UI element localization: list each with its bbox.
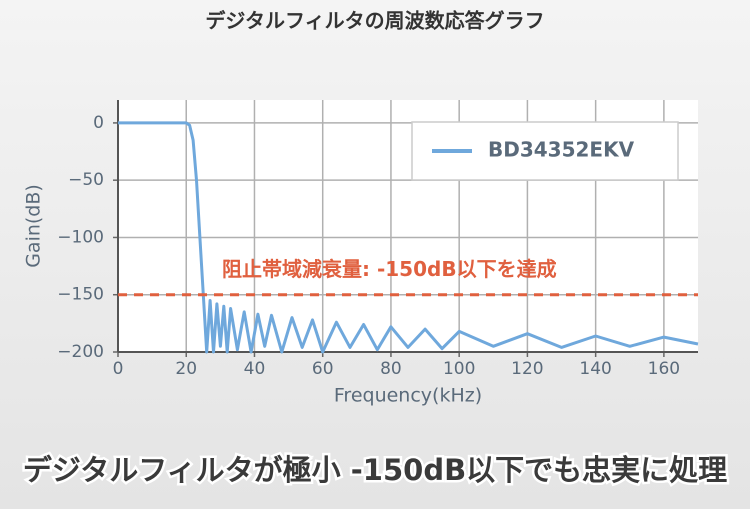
x-axis-label: Frequency(kHz) (334, 385, 482, 407)
y-tick-label: −150 (57, 285, 104, 305)
x-tick-label: 140 (579, 359, 611, 379)
x-tick-label: 0 (113, 359, 124, 379)
y-axis-label: Gain(dB) (23, 184, 45, 268)
y-tick-label: 0 (93, 113, 104, 133)
x-tick-label: 160 (648, 359, 680, 379)
threshold-label: 阻止帯域減衰量: -150dB以下を達成 (222, 257, 557, 281)
caption: デジタルフィルタが極小 -150dB以下でも忠実に処理 (23, 453, 727, 487)
chart-title: デジタルフィルタの周波数応答グラフ (205, 9, 544, 33)
x-tick-label: 40 (244, 359, 266, 379)
y-tick-label: −100 (57, 227, 104, 247)
y-tick-label: −200 (57, 342, 104, 362)
x-tick-label: 60 (312, 359, 334, 379)
x-tick-label: 120 (511, 359, 543, 379)
y-tick-label: −50 (68, 170, 104, 190)
x-tick-label: 80 (380, 359, 402, 379)
x-tick-label: 20 (175, 359, 197, 379)
x-tick-label: 100 (443, 359, 475, 379)
legend-label: BD34352EKV (488, 138, 635, 162)
